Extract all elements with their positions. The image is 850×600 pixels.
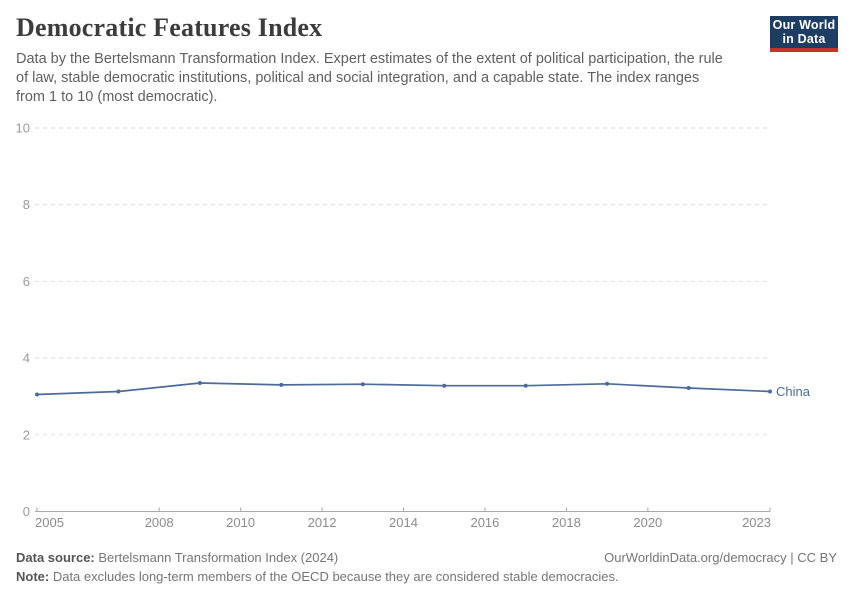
owid-logo: Our World in Data <box>770 16 838 52</box>
note-label: Note: <box>16 569 50 584</box>
data-point[interactable] <box>686 386 691 390</box>
x-axis-tick-label: 2010 <box>226 515 255 530</box>
x-axis-tick-label: 2008 <box>145 515 174 530</box>
x-axis-tick-label: 2012 <box>308 515 337 530</box>
chart-subtitle: Data by the Bertelsmann Transformation I… <box>16 50 723 107</box>
page-title: Democratic Features Index <box>16 13 323 42</box>
data-point[interactable] <box>35 392 39 397</box>
x-axis-tick-label: 2005 <box>35 515 64 530</box>
data-point[interactable] <box>523 383 528 388</box>
x-axis-tick-label: 2020 <box>633 515 662 530</box>
y-axis-tick-label: 6 <box>23 274 30 289</box>
series-line-china[interactable] <box>36 382 771 396</box>
data-point[interactable] <box>360 382 365 387</box>
data-source-label: Data source: <box>16 550 95 565</box>
data-point[interactable] <box>197 381 202 385</box>
data-point[interactable] <box>116 389 121 394</box>
data-point[interactable] <box>768 389 772 394</box>
y-axis-tick-label: 8 <box>23 197 30 212</box>
x-axis-tick-label: 2023 <box>742 515 771 530</box>
x-axis-tick-label: 2016 <box>470 515 499 530</box>
subtitle-line: of law, stable democratic institutions, … <box>16 70 700 86</box>
attribution-link[interactable]: OurWorldinData.org/democracy | CC BY <box>604 550 837 565</box>
chart-footer: Data source: Bertelsmann Transformation … <box>16 548 837 586</box>
series-label-china[interactable]: China <box>776 384 811 399</box>
footer-note: Note: Data excludes long-term members of… <box>16 567 837 586</box>
owid-logo-text: Our World <box>772 17 836 32</box>
data-point[interactable] <box>605 381 610 386</box>
note-text: Data excludes long-term members of the O… <box>49 569 619 584</box>
subtitle-line: Data by the Bertelsmann Transformation I… <box>16 51 723 67</box>
y-axis-tick-label: 2 <box>23 427 30 442</box>
data-point[interactable] <box>442 383 447 388</box>
data-source: Data source: Bertelsmann Transformation … <box>16 548 338 567</box>
y-axis-tick-label: 4 <box>23 351 30 366</box>
data-source-text: Bertelsmann Transformation Index (2024) <box>94 550 339 565</box>
subtitle-line: from 1 to 10 (most democratic). <box>16 89 218 105</box>
x-axis-tick-label: 2014 <box>389 515 418 530</box>
owid-logo-text: in Data <box>782 32 826 46</box>
y-axis-tick-label: 10 <box>16 121 30 136</box>
y-axis-tick-label: 0 <box>23 504 30 519</box>
x-axis-tick-label: 2018 <box>552 515 581 530</box>
data-point[interactable] <box>279 382 284 387</box>
